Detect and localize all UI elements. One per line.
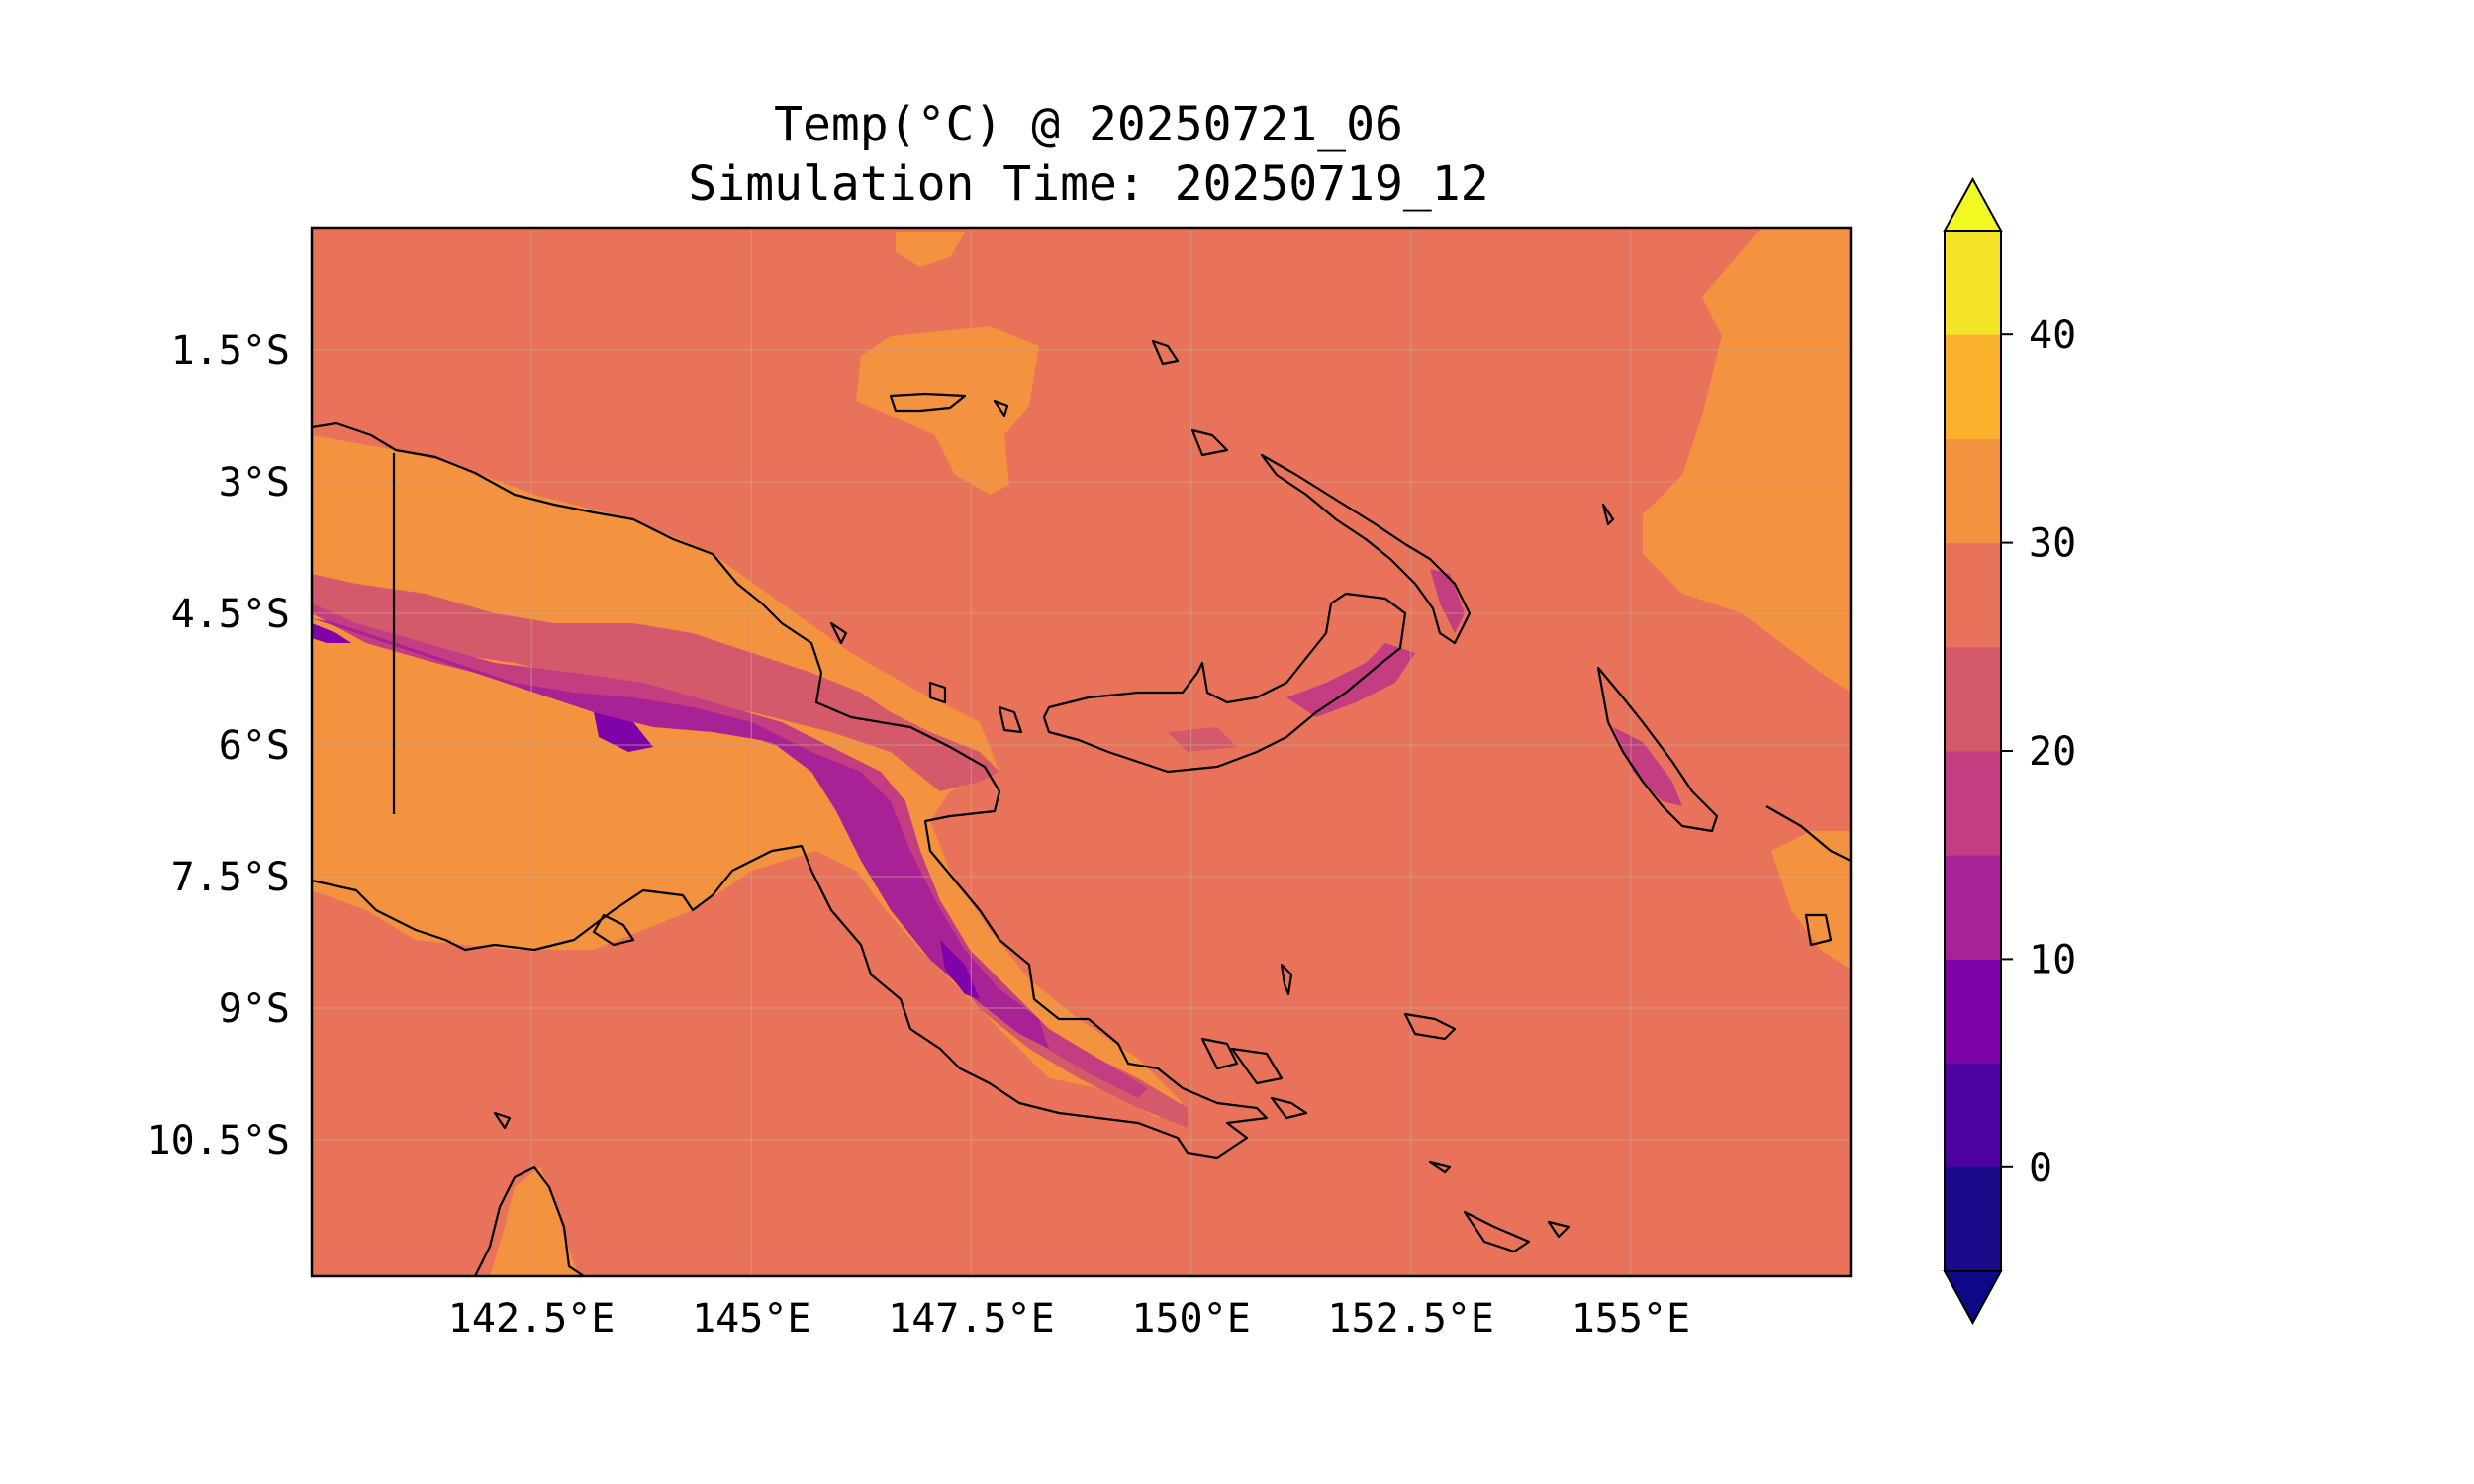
- new-ireland-cool: [1430, 569, 1465, 633]
- temperature-field: [312, 228, 1851, 1276]
- y-tick-label: 3°S: [219, 460, 290, 506]
- dentrecasteaux-islands: [1200, 1037, 1308, 1120]
- woodlark-island: [1403, 1012, 1457, 1041]
- new-guinea-coastline: [312, 421, 1269, 1159]
- colorbar-tick-label: 20: [2029, 729, 2076, 775]
- small-islet-2: [1151, 339, 1180, 366]
- colorbar-cell: [1945, 231, 2001, 335]
- map-panel: [310, 226, 1853, 1278]
- y-tick-label: 10.5°S: [147, 1118, 291, 1163]
- colorbar-tick-label: 40: [2029, 313, 2076, 358]
- warm-ocean-patch-small: [896, 232, 965, 267]
- manus-island: [889, 392, 967, 413]
- small-islet-7: [829, 621, 848, 645]
- colorbar-cell: [1945, 959, 2001, 1065]
- highland-20-25: [312, 574, 999, 791]
- small-islet-6: [928, 681, 947, 704]
- louisiade-islands: [1428, 1160, 1570, 1253]
- x-axis: 142.5°E 145°E 147.5°E 150°E 152.5°E 155°…: [448, 1296, 1690, 1342]
- small-islet-5: [998, 705, 1023, 734]
- x-tick-label: 155°E: [1571, 1296, 1690, 1342]
- colorbar-tick-label: 10: [2029, 937, 2076, 982]
- colorbar: 0 10 20 30 40: [1943, 176, 2076, 1326]
- colorbar-cell: [1945, 334, 2001, 439]
- x-tick-label: 142.5°E: [448, 1296, 616, 1342]
- colorbar-tick-label: 30: [2029, 521, 2076, 567]
- highland-5-10-west: [312, 623, 351, 643]
- colorbar-extend-max-arrow: [1943, 176, 2003, 232]
- small-islet-1: [493, 1111, 512, 1130]
- y-tick-label: 9°S: [219, 986, 290, 1032]
- colorbar-cell: [1945, 438, 2001, 544]
- colorbar-tick-label: 0: [2029, 1146, 2052, 1191]
- x-tick-label: 150°E: [1131, 1296, 1250, 1342]
- warm-land-cape-york: [490, 1167, 579, 1276]
- coastlines: [312, 339, 1851, 1276]
- highland-15-20: [312, 603, 1148, 1098]
- solomon-small-1: [1804, 913, 1833, 947]
- new-ireland-coastline: [1260, 453, 1472, 645]
- colorbar-cell: [1945, 1166, 2001, 1272]
- y-tick-label: 6°S: [219, 723, 290, 769]
- colorbar-extend-min-arrow: [1943, 1270, 2003, 1326]
- small-islet-3: [1190, 428, 1229, 457]
- colorbar-cell: [1945, 751, 2001, 856]
- small-islet-8: [1601, 503, 1615, 526]
- trobriand-islands: [1280, 963, 1293, 996]
- new-britain-cool-2: [1168, 727, 1237, 752]
- y-tick-label: 4.5°S: [171, 592, 290, 637]
- highland-5-10-central: [594, 712, 653, 752]
- solomon-coastline: [1765, 805, 1851, 862]
- bougainville-coastline: [1596, 666, 1719, 833]
- colorbar-cell: [1945, 855, 2001, 960]
- cape-york: [474, 1165, 585, 1276]
- colorbar-cell: [1945, 646, 2001, 752]
- colorbar-cell: [1945, 542, 2001, 648]
- y-tick-label: 7.5°S: [171, 855, 290, 900]
- title-line-1: Temp(°C) @ 20250721_06: [774, 97, 1403, 152]
- x-tick-label: 145°E: [692, 1296, 810, 1342]
- y-tick-label: 1.5°S: [171, 328, 290, 374]
- new-britain-coastline: [1042, 592, 1407, 774]
- title-line-2: Simulation Time: 20250719_12: [688, 156, 1488, 212]
- gulf-islands: [592, 913, 635, 947]
- highland-10-15: [312, 618, 1049, 1049]
- y-axis: 1.5°S 3°S 4.5°S 6°S 7.5°S 9°S 10.5°S: [147, 328, 291, 1163]
- warm-ocean-patch-east: [1643, 228, 1851, 693]
- highland-5-10-east: [940, 940, 980, 999]
- x-tick-label: 152.5°E: [1327, 1296, 1494, 1342]
- x-tick-label: 147.5°E: [888, 1296, 1055, 1342]
- colorbar-cell: [1945, 1063, 2001, 1168]
- small-islet-4: [993, 399, 1009, 417]
- map-gridlines: [312, 228, 1851, 1276]
- map-frame: [310, 226, 1853, 1278]
- warm-ocean-patch-north: [856, 326, 1039, 495]
